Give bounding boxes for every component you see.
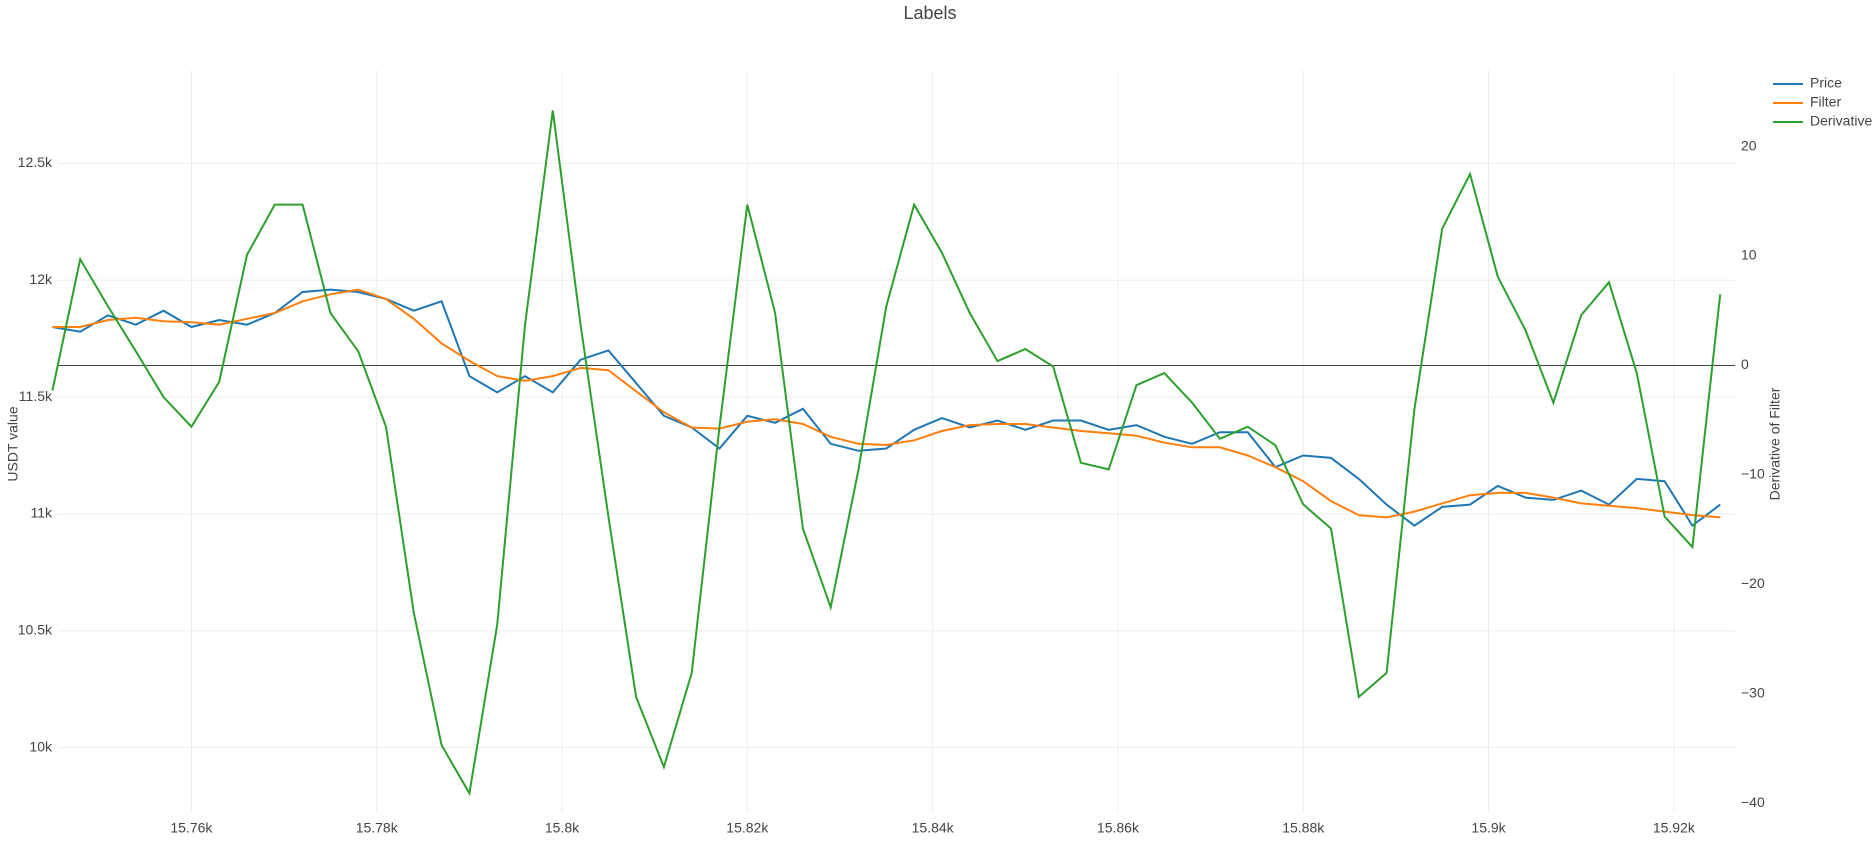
y-axis-title: USDT value	[5, 406, 21, 481]
line-filter	[52, 288, 1721, 519]
y2-tick-label: −10	[1741, 466, 1765, 482]
y2-tick-label: −40	[1741, 794, 1765, 810]
y-tick-label: 11.5k	[19, 388, 53, 404]
line-derivative	[51, 110, 1722, 797]
y-tick-label: 10.5k	[18, 621, 53, 637]
x-tick-label: 15.92k	[1653, 820, 1696, 836]
y-tick-label: 11k	[30, 505, 53, 521]
x-tick-label: 15.76k	[170, 820, 213, 836]
x-tick-label: 15.86k	[1097, 820, 1140, 836]
legend-label: Filter	[1810, 94, 1841, 110]
y2-tick-label: 10	[1741, 247, 1757, 263]
y-tick-label: 10k	[29, 738, 53, 754]
y2-axis-title: Derivative of Filter	[1767, 387, 1783, 500]
y2-tick-label: 20	[1741, 137, 1757, 153]
y2-tick-label: 0	[1741, 356, 1749, 372]
y2-tick-label: −30	[1741, 684, 1765, 700]
x-tick-label: 15.82k	[726, 820, 769, 836]
chart-title: Labels	[903, 3, 956, 23]
x-tick-label: 15.88k	[1282, 820, 1325, 836]
legend-label: Derivative	[1810, 113, 1872, 129]
x-tick-label: 15.78k	[356, 820, 399, 836]
x-tick-label: 15.8k	[545, 820, 580, 836]
x-tick-label: 15.9k	[1471, 820, 1506, 836]
line-price	[52, 288, 1721, 528]
y-tick-label: 12k	[29, 271, 53, 287]
y2-tick-label: −20	[1741, 575, 1765, 591]
legend-label: Price	[1810, 75, 1842, 91]
y-tick-label: 12.5k	[18, 154, 53, 170]
x-tick-label: 15.84k	[912, 820, 955, 836]
